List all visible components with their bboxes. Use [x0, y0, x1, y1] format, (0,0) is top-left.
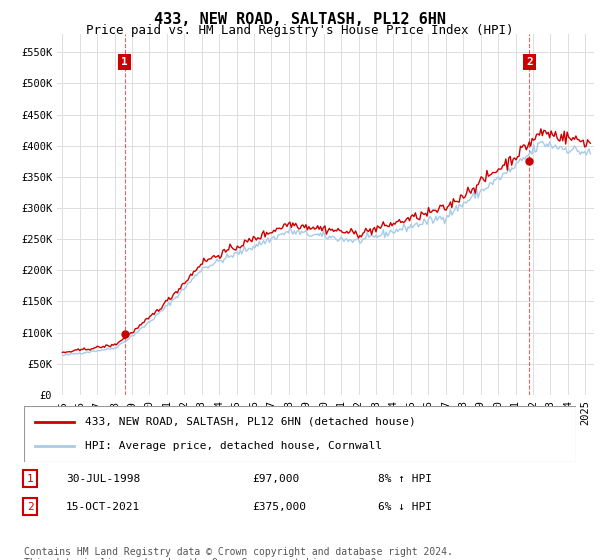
Text: This data is licensed under the Open Government Licence v3.0.: This data is licensed under the Open Gov…: [24, 558, 382, 560]
Text: 2: 2: [26, 502, 34, 512]
Text: 433, NEW ROAD, SALTASH, PL12 6HN: 433, NEW ROAD, SALTASH, PL12 6HN: [154, 12, 446, 27]
Text: 2: 2: [526, 57, 533, 67]
Text: £97,000: £97,000: [252, 474, 299, 484]
Text: 6% ↓ HPI: 6% ↓ HPI: [378, 502, 432, 512]
FancyBboxPatch shape: [24, 406, 576, 462]
Text: 15-OCT-2021: 15-OCT-2021: [66, 502, 140, 512]
Text: 1: 1: [26, 474, 34, 484]
Text: HPI: Average price, detached house, Cornwall: HPI: Average price, detached house, Corn…: [85, 441, 382, 451]
Text: 1: 1: [121, 57, 128, 67]
Text: 30-JUL-1998: 30-JUL-1998: [66, 474, 140, 484]
Text: Contains HM Land Registry data © Crown copyright and database right 2024.: Contains HM Land Registry data © Crown c…: [24, 547, 453, 557]
Text: 8% ↑ HPI: 8% ↑ HPI: [378, 474, 432, 484]
Text: 433, NEW ROAD, SALTASH, PL12 6HN (detached house): 433, NEW ROAD, SALTASH, PL12 6HN (detach…: [85, 417, 415, 427]
Text: Price paid vs. HM Land Registry's House Price Index (HPI): Price paid vs. HM Land Registry's House …: [86, 24, 514, 37]
Text: £375,000: £375,000: [252, 502, 306, 512]
